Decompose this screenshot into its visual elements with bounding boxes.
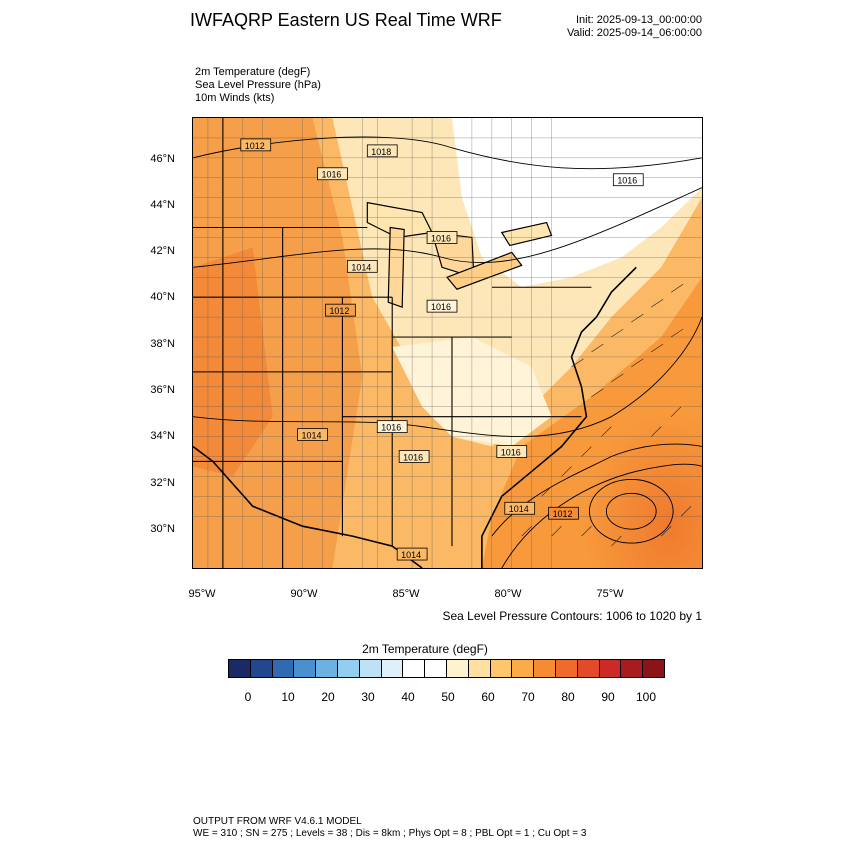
colorbar-swatch — [294, 660, 317, 677]
pressure-contours — [193, 136, 702, 568]
field-winds: 10m Winds (kts) — [195, 92, 275, 104]
lake-superior — [366, 201, 433, 239]
lake-michigan — [387, 226, 405, 308]
pressure-label: 1016 — [376, 420, 408, 433]
colorbar-swatch — [512, 660, 535, 677]
lat-label-44: 44°N — [150, 199, 175, 211]
weather-map: 1012 1018 1016 1014 1012 1016 1016 1014 … — [193, 118, 702, 568]
map-title: IWFAQRP Eastern US Real Time WRF — [190, 10, 502, 30]
colorbar-swatch — [534, 660, 556, 677]
pressure-label: 1018 — [366, 144, 398, 158]
colorbar — [228, 659, 665, 678]
lat-label-42: 42°N — [150, 245, 175, 257]
colorbar-swatch — [250, 660, 273, 677]
colorbar-swatch — [555, 660, 578, 677]
map-panel: 1012 1018 1016 1014 1012 1016 1016 1014 … — [192, 117, 703, 569]
contour-note: Sea Level Pressure Contours: 1006 to 102… — [442, 609, 703, 623]
colorbar-swatch — [229, 660, 251, 677]
colorbar-label: 0 — [244, 690, 252, 704]
field-temperature: 2m Temperature (degF) — [195, 66, 311, 78]
svg-text:1014: 1014 — [351, 262, 371, 272]
model-info-line1: OUTPUT FROM WRF V4.6.1 MODEL — [193, 816, 362, 827]
colorbar-swatch — [272, 660, 295, 677]
colorbar-swatch — [359, 660, 382, 677]
wind-barbs — [521, 284, 692, 547]
svg-text:1016: 1016 — [431, 302, 451, 312]
pressure-label: 1014 — [396, 547, 428, 561]
svg-text:1012: 1012 — [553, 509, 573, 519]
colorbar-swatch — [468, 660, 491, 677]
colorbar-swatch — [316, 660, 338, 677]
valid-time: Valid: 2025-09-14_06:00:00 — [567, 27, 702, 39]
svg-text:1014: 1014 — [401, 550, 421, 560]
svg-text:1014: 1014 — [302, 431, 322, 441]
colorbar-swatch — [425, 660, 447, 677]
pressure-label: 1016 — [398, 450, 430, 463]
pressure-label: 1016 — [496, 445, 528, 458]
svg-text:1018: 1018 — [371, 147, 391, 157]
colorbar-label: 100 — [635, 690, 657, 704]
pressure-label: 1016 — [612, 173, 644, 187]
colorbar-label: 30 — [361, 690, 375, 704]
colorbar-label: 60 — [481, 690, 495, 704]
state-boundaries — [193, 118, 592, 568]
colorbar-swatch — [490, 660, 513, 677]
svg-text:1016: 1016 — [501, 448, 521, 458]
lon-label-95: 95°W — [188, 588, 216, 600]
svg-text:1016: 1016 — [381, 423, 401, 433]
pressure-label: 1012 — [240, 138, 272, 152]
colorbar-swatch — [577, 660, 600, 677]
colorbar-swatch — [599, 660, 622, 677]
pressure-label: 1012 — [325, 303, 356, 317]
colorbar-swatch — [621, 660, 644, 677]
lat-label-40: 40°N — [150, 291, 175, 303]
colorbar-swatch — [643, 660, 664, 677]
lon-label-90: 90°W — [290, 588, 318, 600]
colorbar-label: 20 — [321, 690, 335, 704]
field-pressure: Sea Level Pressure (hPa) — [195, 79, 321, 91]
lat-label-38: 38°N — [150, 338, 175, 350]
colorbar-label: 90 — [601, 690, 615, 704]
svg-text:1016: 1016 — [431, 233, 451, 243]
lat-label-30: 30°N — [150, 523, 175, 535]
colorbar-label: 70 — [521, 690, 535, 704]
county-boundaries — [193, 118, 702, 568]
pressure-label: 1016 — [317, 167, 348, 181]
svg-text:1012: 1012 — [245, 141, 265, 151]
pressure-label: 1014 — [504, 501, 536, 515]
colorbar-swatch — [403, 660, 426, 677]
pressure-label-group: 1012 1018 1016 1014 1012 1016 1016 1014 … — [240, 138, 644, 561]
colorbar-swatch — [381, 660, 404, 677]
pressure-label: 1016 — [426, 231, 458, 244]
model-info-line2: WE = 310 ; SN = 275 ; Levels = 38 ; Dis … — [193, 828, 587, 839]
colorbar-title: 2m Temperature (degF) — [362, 642, 488, 656]
lat-label-36: 36°N — [150, 384, 175, 396]
colorbar-label: 10 — [281, 690, 295, 704]
svg-text:1014: 1014 — [509, 504, 529, 514]
lake-erie — [446, 251, 523, 290]
lat-label-32: 32°N — [150, 477, 175, 489]
pressure-label: 1014 — [346, 259, 378, 273]
init-time: Init: 2025-09-13_00:00:00 — [576, 14, 702, 26]
lon-label-75: 75°W — [596, 588, 624, 600]
pressure-label: 1016 — [426, 299, 458, 313]
lat-label-34: 34°N — [150, 430, 175, 442]
colorbar-label: 80 — [561, 690, 575, 704]
pressure-label: 1012 — [548, 506, 579, 520]
svg-text:1016: 1016 — [617, 176, 637, 186]
pressure-label: 1014 — [297, 428, 328, 441]
coolest-region-northeast — [451, 118, 702, 288]
colorbar-label: 40 — [401, 690, 415, 704]
svg-text:1012: 1012 — [329, 306, 349, 316]
lon-label-85: 85°W — [392, 588, 420, 600]
svg-text:1016: 1016 — [403, 452, 423, 462]
svg-text:1016: 1016 — [321, 170, 341, 180]
colorbar-label: 50 — [441, 690, 455, 704]
colorbar-swatch — [337, 660, 360, 677]
colorbar-swatch — [446, 660, 469, 677]
atlantic-coastline — [481, 266, 637, 568]
lat-label-46: 46°N — [150, 153, 175, 165]
lon-label-80: 80°W — [494, 588, 522, 600]
